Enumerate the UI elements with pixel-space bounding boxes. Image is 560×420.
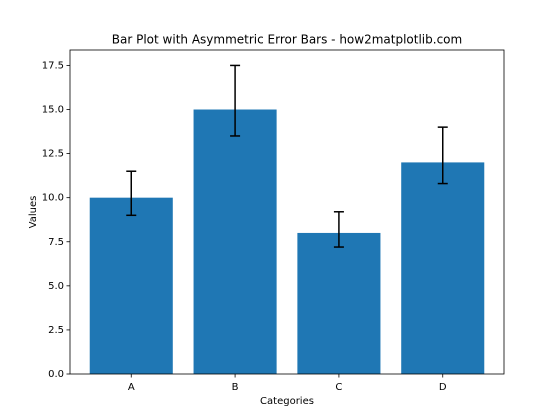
y-tick-label: 5.0 bbox=[48, 281, 64, 292]
y-tick-label: 15.0 bbox=[42, 105, 64, 116]
plot-frame bbox=[69, 49, 505, 375]
y-tick-label: 2.5 bbox=[48, 325, 64, 336]
y-tick-label: 0.0 bbox=[48, 369, 64, 380]
y-tick-label: 10.0 bbox=[42, 193, 64, 204]
bar bbox=[401, 162, 485, 374]
error-bar bbox=[230, 64, 241, 137]
error-bar bbox=[437, 126, 448, 185]
y-tick-label: 12.5 bbox=[42, 149, 64, 160]
bar bbox=[89, 197, 173, 374]
y-tick-label: 17.5 bbox=[42, 60, 64, 71]
y-tick-label: 7.5 bbox=[48, 237, 64, 248]
x-tick-label: D bbox=[439, 382, 447, 393]
chart-title: Bar Plot with Asymmetric Error Bars - ho… bbox=[112, 33, 462, 47]
bar bbox=[193, 109, 277, 375]
x-axis-label: Categories bbox=[260, 396, 314, 407]
y-axis-label: Values bbox=[28, 196, 39, 229]
error-bar bbox=[126, 170, 137, 217]
x-tick-label: C bbox=[335, 382, 342, 393]
x-tick-label: B bbox=[232, 382, 239, 393]
x-tick-label: A bbox=[128, 382, 135, 393]
bar bbox=[297, 232, 381, 374]
error-bar bbox=[333, 211, 344, 248]
